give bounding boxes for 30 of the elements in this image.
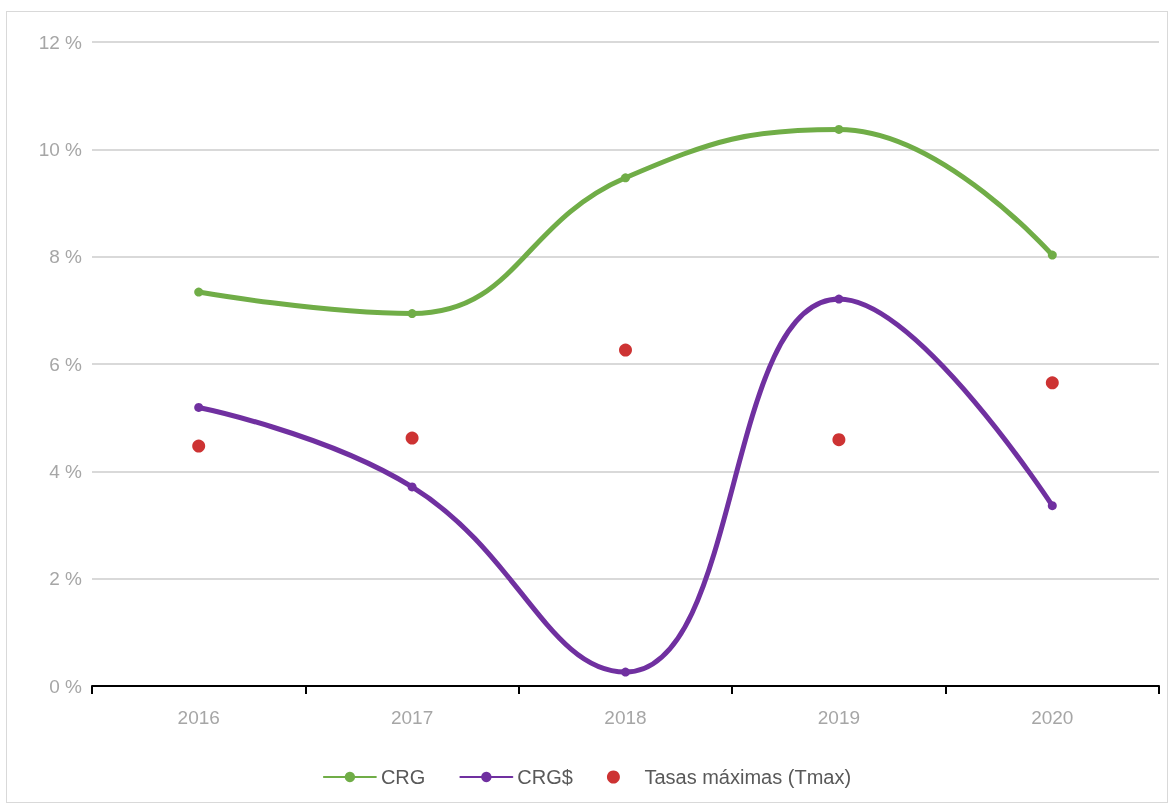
point: [834, 124, 844, 134]
point: [192, 439, 206, 453]
point: [1047, 250, 1057, 260]
y-tick-label: 4 %: [49, 460, 83, 482]
point: [407, 309, 417, 319]
point: [194, 287, 204, 297]
point: [834, 294, 844, 304]
point: [619, 343, 632, 357]
x-tick-label: 2018: [604, 707, 647, 728]
point: [405, 431, 419, 445]
point: [832, 433, 846, 447]
legend-label: CRG: [380, 766, 426, 788]
x-tick-label: 2016: [177, 707, 220, 728]
y-tick-label: 12 %: [38, 31, 83, 53]
x-tick-label: 2020: [1031, 707, 1074, 728]
point: [1047, 501, 1057, 511]
point: [621, 667, 630, 677]
point: [194, 402, 204, 412]
y-tick-label: 8 %: [49, 246, 83, 268]
y-tick-label: 0 %: [49, 675, 83, 697]
y-tick-label: 6 %: [49, 353, 83, 375]
point: [1045, 376, 1059, 390]
point: [407, 482, 417, 492]
y-tick-label: 10 %: [38, 138, 83, 160]
legend-label: CRG$: [517, 766, 573, 788]
x-tick-label: 2019: [817, 707, 861, 728]
point: [621, 173, 630, 183]
x-tick-label: 2017: [390, 707, 434, 728]
y-tick-label: 2 %: [49, 568, 83, 590]
legend-label: Tasas máximas (Tmax): [644, 766, 852, 788]
